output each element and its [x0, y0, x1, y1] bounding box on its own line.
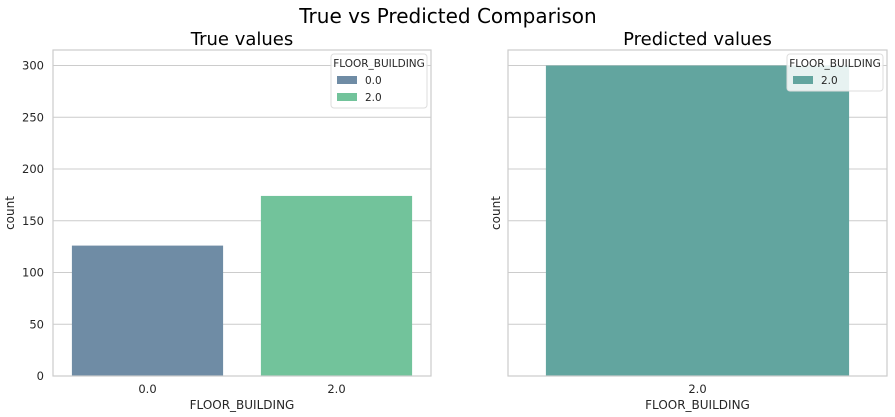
bar-2.0	[260, 195, 413, 376]
legend-entry-label: 2.0	[821, 75, 838, 87]
y-tick-label: 200	[22, 162, 44, 176]
y-tick-label: 300	[22, 59, 44, 73]
y-tick-label: 50	[29, 317, 44, 331]
bar-2.0	[545, 65, 850, 377]
x-tick-label: 0.0	[138, 382, 156, 396]
x-axis-label: FLOOR_BUILDING	[190, 398, 295, 412]
bar-0.0	[71, 245, 224, 376]
x-tick-label: 2.0	[327, 382, 345, 396]
legend: FLOOR_BUILDING 2.0	[786, 53, 884, 92]
legend-entry-label: 2.0	[365, 92, 382, 104]
y-tick-label: 100	[22, 266, 44, 280]
legend-entry-label: 0.0	[365, 75, 382, 87]
subplot-title: True values	[190, 29, 294, 50]
legend-swatch-2.0	[337, 93, 357, 101]
subplot-true-values: 0 50 100 150 200 250 300 0.0 2.0 True values FLOOR…	[3, 29, 432, 412]
legend: FLOOR_BUILDING 0.0 2.0	[330, 53, 428, 109]
subplot-title: Predicted values	[623, 29, 772, 50]
x-axis-label: FLOOR_BUILDING	[645, 398, 750, 412]
y-tick-label: 150	[22, 214, 44, 228]
figure-suptitle: True vs Predicted Comparison	[298, 4, 596, 28]
plot-frame	[52, 49, 432, 377]
y-axis-label: count	[489, 196, 503, 230]
y-tick-label: 0	[37, 369, 44, 383]
y-axis-label: count	[3, 196, 17, 230]
plot-frame	[507, 49, 888, 377]
legend-title: FLOOR_BUILDING	[333, 58, 425, 70]
legend-swatch-0.0	[337, 76, 357, 84]
x-tick-label: 2.0	[688, 382, 706, 396]
legend-title: FLOOR_BUILDING	[789, 58, 881, 70]
y-tick-label: 250	[22, 110, 44, 124]
legend-swatch-2.0	[793, 76, 813, 84]
